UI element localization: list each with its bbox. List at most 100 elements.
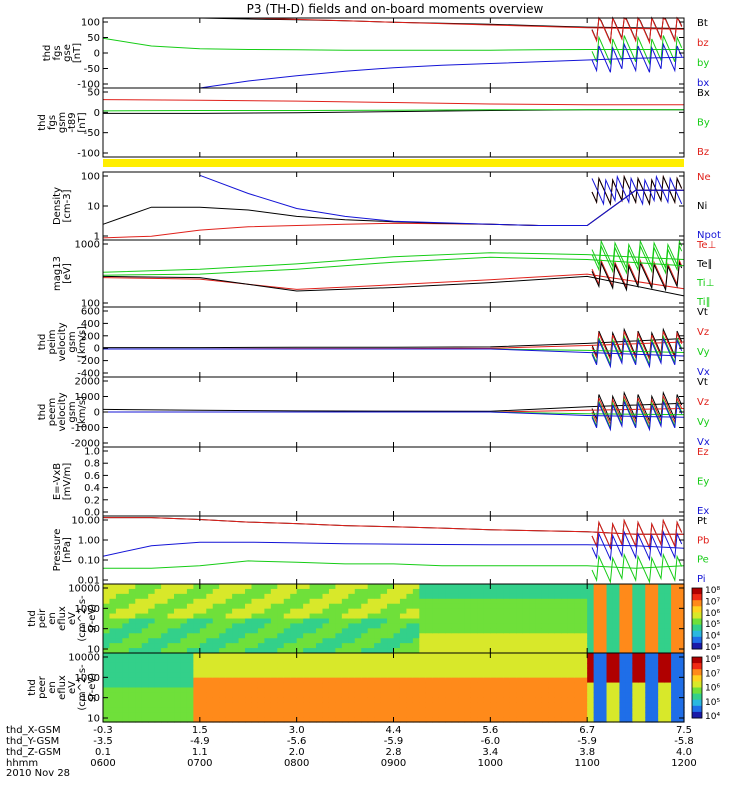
series-line (103, 348, 685, 357)
y-axis-label-line: sr-eV) (87, 604, 98, 633)
spectrogram-cell (412, 643, 420, 649)
spectrogram-cell (212, 628, 220, 634)
spectrogram-cell (193, 638, 201, 644)
spectrogram-cell (529, 667, 537, 674)
spectrogram-cell (335, 707, 343, 713)
y-tick-label: 100 (81, 693, 100, 704)
spectrogram-cell (161, 667, 169, 674)
spectrogram-cell (677, 603, 685, 610)
spectrogram-cell (251, 707, 259, 713)
spectrogram-cell (393, 662, 401, 669)
spectrogram-cell (619, 712, 627, 718)
spectrogram-cell (619, 603, 627, 610)
spectrogram-cell (419, 598, 427, 605)
spectrogram-cell (458, 588, 466, 595)
spectrogram-cell (193, 648, 201, 654)
spectrogram-cell (380, 702, 388, 708)
spectrogram-cell (561, 702, 569, 708)
spectrogram-cell (290, 653, 298, 659)
spectrogram-cell (548, 667, 556, 674)
spectrogram-cell (109, 707, 117, 713)
y-axis-label: thd fgs gse [nT] (42, 43, 83, 63)
spectrogram-cell (606, 702, 614, 708)
spectrogram-cell (503, 653, 511, 659)
spectrogram-cell (438, 623, 446, 629)
spectrogram-cell (251, 662, 259, 669)
spectrogram-cell (638, 588, 646, 595)
spectrogram-cell (361, 613, 369, 620)
x-row-value: 3.0 (289, 725, 305, 736)
spectrogram-cell (238, 672, 246, 679)
spectrogram-cell (328, 648, 336, 654)
spectrogram-cell (115, 613, 123, 620)
spectrogram-cell (115, 672, 123, 679)
spectrogram-cell (470, 584, 479, 590)
spectrogram-cell (574, 697, 582, 703)
spectrogram-cell (464, 603, 472, 610)
spectrogram-cell (451, 613, 459, 620)
spectrogram-cell (561, 613, 569, 620)
spectrogram-cell (490, 712, 498, 718)
series-line (102, 402, 685, 412)
spectrogram-cell (535, 687, 543, 694)
spectrogram-cell (141, 593, 149, 600)
spectrogram-cell (296, 672, 304, 679)
spectrogram-cell (380, 588, 388, 595)
spectrogram-cell (412, 618, 420, 625)
spectrogram-cell (193, 618, 201, 625)
spectrogram-cell (341, 672, 349, 679)
spectrogram-cell (303, 677, 311, 684)
spectrogram-cell (199, 653, 207, 659)
spectrogram-cell (393, 697, 401, 703)
spectrogram-cell (470, 613, 479, 620)
spectrogram-cell (399, 608, 408, 615)
spectrogram-cell (554, 584, 562, 590)
spectrogram-cell (115, 633, 123, 639)
spectrogram-cell (612, 648, 621, 654)
spectrogram-cell (399, 687, 408, 694)
spectrogram-cell (412, 593, 420, 600)
spectrogram-cell (206, 657, 214, 664)
spectrogram-cell (612, 702, 621, 708)
spectrogram-cell (677, 667, 685, 674)
spectrogram-cell (483, 588, 491, 595)
spectrogram-cell (225, 628, 233, 634)
spectrogram-cell (232, 628, 240, 634)
spectrogram-cell (419, 643, 427, 649)
spectrogram-cell (367, 657, 375, 664)
spectrogram-cell (206, 603, 214, 610)
spectrogram-cell (658, 603, 666, 610)
spectrogram-cell (141, 584, 149, 590)
spectrogram-cell (335, 613, 343, 620)
spectrogram-cell (432, 593, 440, 600)
spectrogram-cell (580, 638, 588, 644)
spectrogram-cell (115, 608, 123, 615)
spectrogram-cell (232, 657, 240, 664)
spectrogram-cell (141, 613, 149, 620)
spectrogram-cell (438, 618, 446, 625)
y-tick-label: 1.00 (78, 536, 100, 547)
spectrogram-cell (432, 603, 440, 610)
spectrogram-cell (470, 687, 479, 694)
spectrogram-cell (186, 588, 194, 595)
spectrogram-cell (438, 692, 446, 698)
colorbar-frame (691, 656, 703, 719)
spectrogram-cell (135, 717, 143, 723)
spectrogram-cell (522, 677, 530, 684)
spectrogram-cell (264, 677, 272, 684)
spectrogram-cell (283, 707, 291, 713)
spectrogram-cell (425, 653, 433, 659)
spectrogram-cell (458, 667, 466, 674)
spectrogram-cell (464, 633, 472, 639)
spectrogram-cell (264, 588, 272, 595)
series-noise (591, 42, 683, 73)
spectrogram-cell (245, 687, 253, 694)
spectrogram-cell (677, 648, 685, 654)
spectrogram-cell (180, 662, 188, 669)
spectrogram-cell (470, 643, 479, 649)
spectrogram-cell (354, 682, 362, 689)
spectrogram-cell (451, 638, 459, 644)
spectrogram-cell (406, 608, 414, 615)
spectrogram-cell (664, 633, 672, 639)
spectrogram-cell (638, 608, 646, 615)
